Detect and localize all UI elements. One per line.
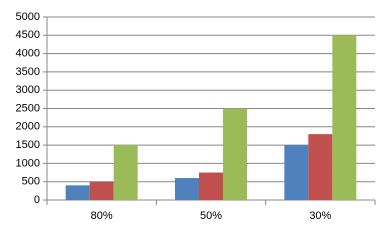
- y-tick-label: 5000: [16, 11, 40, 23]
- x-tick-label: 80%: [91, 210, 113, 222]
- bar: [65, 185, 90, 200]
- bar: [113, 145, 138, 200]
- bar: [284, 145, 309, 200]
- y-tick-label: 3500: [16, 66, 40, 78]
- bar: [89, 181, 114, 200]
- y-tick-label: 500: [22, 176, 40, 188]
- x-tick-label: 30%: [309, 210, 331, 222]
- y-tick-label: 4500: [16, 29, 40, 41]
- bar: [308, 134, 333, 200]
- y-tick-label: 2500: [16, 102, 40, 114]
- y-tick-label: 2000: [16, 121, 40, 133]
- y-tick-label: 3000: [16, 84, 40, 96]
- y-tick-label: 1500: [16, 139, 40, 151]
- y-tick-label: 0: [34, 194, 40, 206]
- y-tick-label: 1000: [16, 157, 40, 169]
- bar: [223, 108, 247, 200]
- bar: [332, 35, 357, 200]
- bar: [175, 178, 199, 200]
- bar: [199, 172, 223, 200]
- y-tick-label: 4000: [16, 48, 40, 60]
- x-tick-label: 50%: [200, 210, 222, 222]
